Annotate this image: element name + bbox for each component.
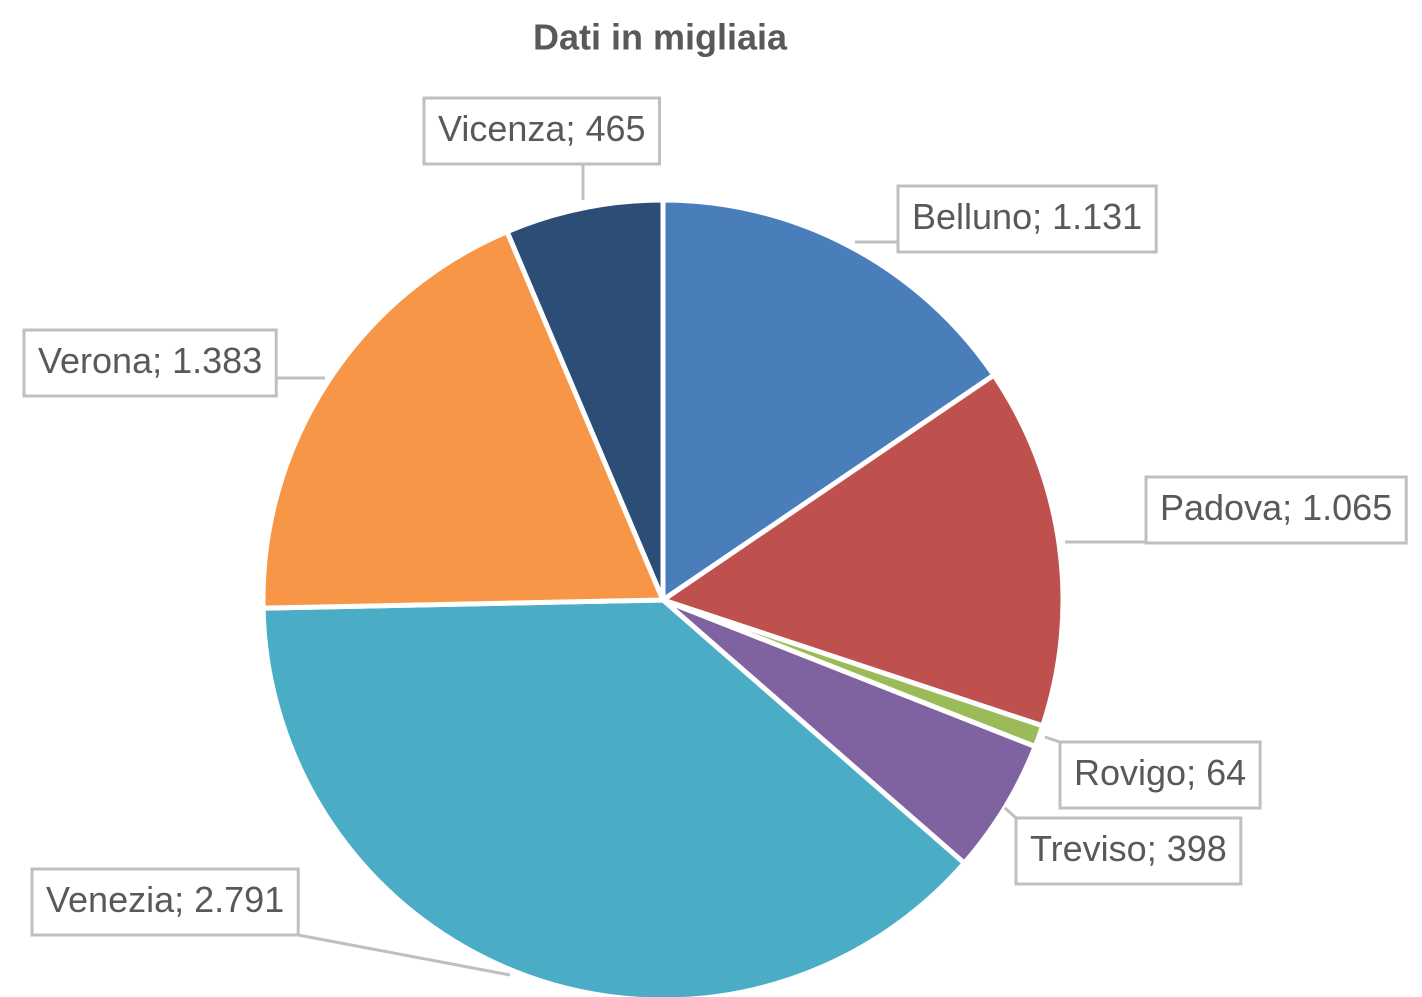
label-text: Padova; 1.065 bbox=[1160, 487, 1392, 528]
label-category: Vicenza bbox=[438, 108, 566, 149]
leader-line bbox=[297, 933, 511, 977]
chart-title: Dati in migliaia bbox=[533, 17, 788, 58]
label-category: Treviso bbox=[1030, 828, 1147, 869]
label-box bbox=[1058, 740, 1262, 810]
label-text: Rovigo; 64 bbox=[1074, 752, 1246, 793]
label-separator: ; bbox=[565, 108, 585, 149]
label-box bbox=[422, 96, 662, 166]
label-text: Treviso; 398 bbox=[1030, 828, 1227, 869]
data-label: Padova; 1.065 bbox=[1144, 475, 1408, 545]
label-separator: ; bbox=[174, 879, 194, 920]
data-label: Treviso; 398 bbox=[1014, 816, 1243, 886]
label-separator: ; bbox=[1147, 828, 1167, 869]
label-box bbox=[1144, 475, 1408, 545]
leader-line bbox=[1003, 806, 1018, 820]
label-box bbox=[1014, 816, 1243, 886]
label-category: Belluno bbox=[912, 196, 1032, 237]
label-box bbox=[896, 184, 1158, 254]
label-box bbox=[22, 328, 278, 398]
label-box bbox=[30, 867, 300, 937]
label-text: Venezia; 2.791 bbox=[46, 879, 284, 920]
label-value: 1.065 bbox=[1302, 487, 1392, 528]
data-label: Belluno; 1.131 bbox=[896, 184, 1158, 254]
pie-slice bbox=[260, 228, 667, 611]
label-category: Padova bbox=[1160, 487, 1283, 528]
label-value: 398 bbox=[1167, 828, 1227, 869]
pie-slice bbox=[660, 197, 998, 605]
label-separator: ; bbox=[1186, 752, 1206, 793]
label-value: 64 bbox=[1206, 752, 1246, 793]
pie-slice bbox=[657, 371, 1066, 730]
pie-slice bbox=[503, 197, 666, 601]
label-category: Rovigo bbox=[1074, 752, 1186, 793]
label-value: 2.791 bbox=[194, 879, 284, 920]
label-text: Verona; 1.383 bbox=[38, 340, 262, 381]
label-separator: ; bbox=[152, 340, 172, 381]
label-category: Venezia bbox=[46, 879, 175, 920]
data-label: Venezia; 2.791 bbox=[30, 867, 300, 937]
label-separator: ; bbox=[1032, 196, 1052, 237]
leader-line bbox=[1044, 735, 1061, 744]
pie-slice bbox=[661, 597, 1039, 867]
label-category: Verona bbox=[38, 340, 153, 381]
label-value: 465 bbox=[585, 108, 645, 149]
label-value: 1.131 bbox=[1052, 196, 1142, 237]
label-text: Belluno; 1.131 bbox=[912, 196, 1142, 237]
data-label: Rovigo; 64 bbox=[1058, 740, 1262, 810]
label-text: Vicenza; 465 bbox=[438, 108, 646, 149]
label-separator: ; bbox=[1282, 487, 1302, 528]
label-value: 1.383 bbox=[172, 340, 262, 381]
data-label: Verona; 1.383 bbox=[22, 328, 278, 398]
pie-slice bbox=[260, 597, 968, 997]
data-label: Vicenza; 465 bbox=[422, 96, 662, 166]
